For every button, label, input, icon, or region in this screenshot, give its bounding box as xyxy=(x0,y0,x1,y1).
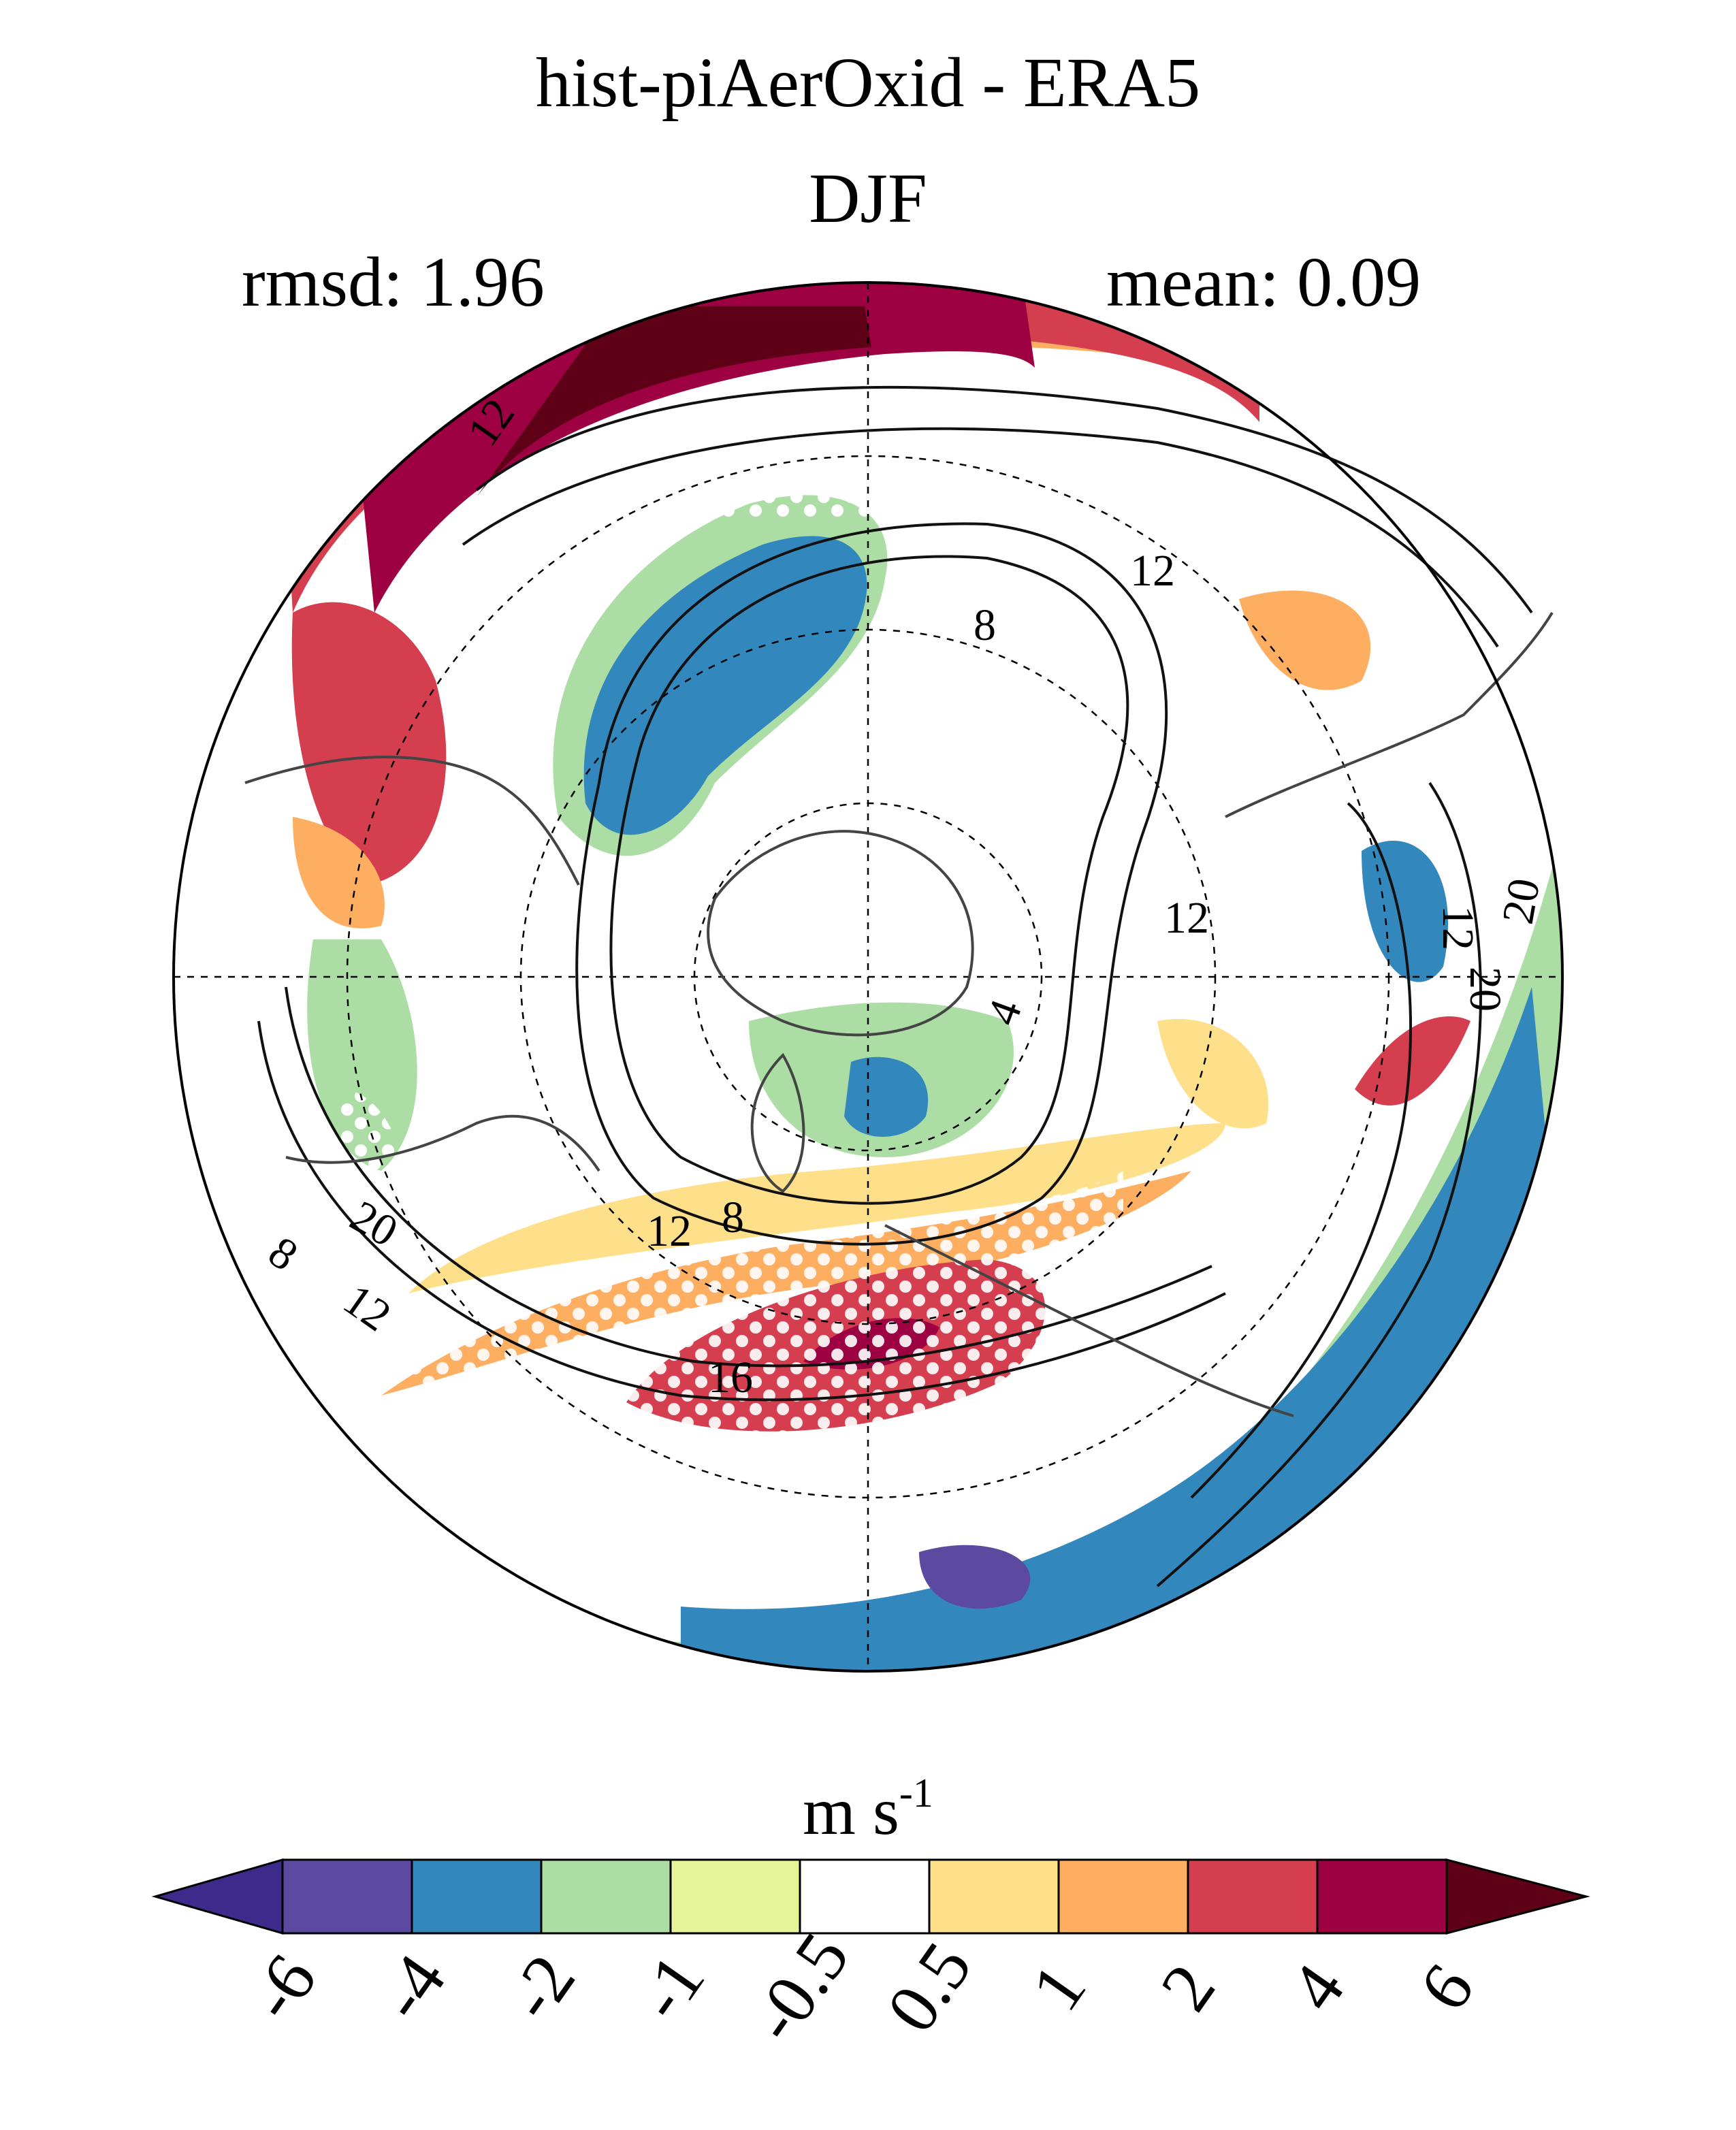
colorbar-arrow-high xyxy=(1445,1858,1590,1935)
units-base: m s xyxy=(803,1773,899,1849)
season-label: DJF xyxy=(809,159,927,238)
contour-label: 12 xyxy=(647,1206,692,1256)
contour-label: 16 xyxy=(708,1353,753,1402)
contour-label: 12 xyxy=(1164,893,1209,943)
units-exponent: -1 xyxy=(899,1771,933,1816)
contour-label: 20 xyxy=(1460,967,1510,1012)
coastlines xyxy=(244,611,1554,1417)
colorbar-swatch xyxy=(1316,1858,1448,1935)
graticule xyxy=(174,283,1562,1671)
map-boundary xyxy=(172,281,1564,1673)
colorbar-swatch xyxy=(281,1858,413,1935)
colorbar-swatch xyxy=(411,1858,543,1935)
rmsd-label: rmsd: 1.96 xyxy=(242,243,545,321)
mean-label: mean: 0.09 xyxy=(1106,243,1421,321)
colorbar-swatch xyxy=(540,1858,672,1935)
contour-label: 12 xyxy=(1130,546,1175,596)
contour-label: 8 xyxy=(722,1193,744,1242)
polar-map: 12 8 12 20 8 12 12 8 16 20 12 20 4 12 xyxy=(172,281,1564,1673)
colorbar-swatch xyxy=(1187,1858,1319,1935)
map-title: hist-piAerOxid - ERA5 xyxy=(535,44,1201,122)
colorbar-arrow-low xyxy=(151,1858,284,1935)
colorbar-swatch xyxy=(799,1858,931,1935)
contour-label: 8 xyxy=(974,600,996,650)
colorbar-swatch xyxy=(1057,1858,1189,1935)
contour-label: 12 xyxy=(1433,905,1483,950)
colorbar-swatch xyxy=(928,1858,1060,1935)
contour-label: 20 xyxy=(1493,875,1549,928)
units-label: m s-1 xyxy=(0,1770,1736,1850)
jet-contours xyxy=(257,385,1533,1587)
